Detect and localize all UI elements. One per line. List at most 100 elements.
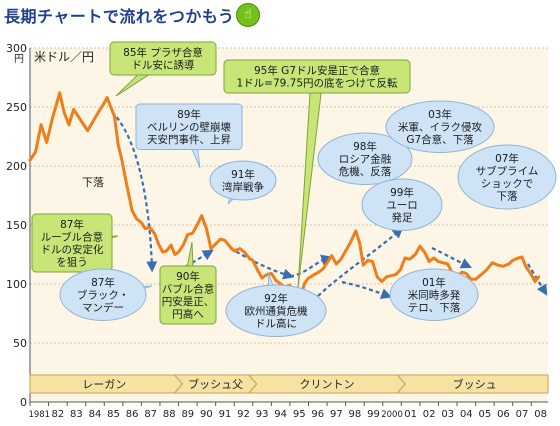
callout-bubble xyxy=(317,132,413,185)
annotation-line: ルーブル合意 xyxy=(41,231,103,244)
x-tick-label: 2000 xyxy=(381,410,403,420)
y-tick-label: 0 xyxy=(20,396,27,409)
annotation-line: 発足 xyxy=(392,211,413,224)
x-tick-label: 02 xyxy=(423,409,436,420)
annotation-a_fall: 下落 xyxy=(82,176,104,189)
x-tick-label: 05 xyxy=(479,409,492,420)
x-tick-label: 87 xyxy=(144,409,157,420)
annotation-line: 87年 xyxy=(91,276,115,289)
x-tick-label: 90 xyxy=(200,409,213,420)
annotation-line: 危機、反落 xyxy=(339,165,392,178)
annotation-line: マンデー xyxy=(82,301,124,314)
annotation-line: を狙う xyxy=(56,256,88,269)
annotation-line: 07年 xyxy=(495,152,519,165)
x-tick-label: 96 xyxy=(311,409,324,420)
x-tick-label: 84 xyxy=(89,409,102,420)
y-axis: 50 100 150 200 250 300 0 xyxy=(6,42,31,409)
y-tick-label: 300 xyxy=(6,42,27,55)
annotation-line: 米軍、イラク侵攻 xyxy=(398,121,482,134)
x-tick-label: 83 xyxy=(70,409,83,420)
x-tick-label: 01 xyxy=(404,409,417,420)
era-band xyxy=(396,374,549,394)
x-tick-label: 03 xyxy=(441,409,454,420)
x-tick-label: 06 xyxy=(497,409,510,420)
annotation-line: 95年 G7ドル安是正で合意 xyxy=(254,64,380,77)
trend-arrow-up-1996 xyxy=(317,227,404,297)
annotation-line: G7合意、下落 xyxy=(406,133,474,146)
trend-arrow-up-1995 xyxy=(289,254,333,278)
annotation-line: ベルリンの壁崩壊 xyxy=(147,121,231,134)
annotation-line: 円高へ xyxy=(172,308,204,321)
callout-box xyxy=(159,265,217,325)
x-tick-label: 08 xyxy=(534,409,547,420)
y-tick-label: 150 xyxy=(6,219,27,232)
annotation-line: 下落 xyxy=(82,176,104,189)
trend-arrow-down-1985 xyxy=(111,111,158,273)
annotation-line: 91年 xyxy=(231,168,255,181)
x-tick-label: 93 xyxy=(256,409,269,420)
x-tick-label: 1981 xyxy=(28,410,50,420)
annotation-line: 87年 xyxy=(60,218,84,231)
trend-arrows xyxy=(111,111,548,299)
annotation-line: 天安門事件、上昇 xyxy=(147,133,231,146)
x-tick-label: 04 xyxy=(460,409,473,420)
annotation-line: テロ、下落 xyxy=(408,302,461,314)
trend-arrow-down-1999 xyxy=(341,280,393,299)
unit-label: 米ドル／円 xyxy=(34,50,94,64)
annotation-line: バブル合意 xyxy=(162,283,215,296)
annotation-line: 01年 xyxy=(422,276,446,289)
era-label: ブッシュ父 xyxy=(188,377,243,391)
annotation-line: 89年 xyxy=(177,108,201,121)
presidency-bands: レーガン ブッシュ父 クリントン ブッシュ xyxy=(29,374,549,394)
pointing-hand-icon[interactable]: ☝ xyxy=(236,3,260,27)
x-tick-label: 82 xyxy=(51,409,64,420)
callout-bubble xyxy=(225,284,327,337)
callout-bubble xyxy=(361,178,443,231)
x-tick-label: 99 xyxy=(367,409,380,420)
callout-bubble xyxy=(59,268,147,321)
annotation-line: 1ドル=79.75円の底をつけて反転 xyxy=(236,77,398,90)
annotation-line: 円安是正、 xyxy=(162,295,215,308)
x-tick-label: 88 xyxy=(163,409,176,420)
x-tick-label: 94 xyxy=(274,409,287,420)
annotation-line: ショックで xyxy=(481,178,534,190)
annotation-line: 欧州通貨危機 xyxy=(245,305,308,318)
x-tick-label: 86 xyxy=(126,409,139,420)
callout-bubble xyxy=(389,268,479,321)
annotation-line: 98年 xyxy=(353,140,377,153)
callout-bubble xyxy=(457,144,557,210)
annotation-line: ドルの安定化 xyxy=(41,243,104,256)
x-axis: 1981 82 83 84 85 86 87 88 89 90 91 92 93 94 95 96 97 98 99… xyxy=(28,401,548,420)
annotation-line: ドル高に xyxy=(255,317,297,330)
annotation-line: ロシア金融 xyxy=(339,153,392,166)
title-bar: 長期チャートで流れをつかもう ☝ xyxy=(0,0,560,28)
era-label: クリントン xyxy=(300,378,355,391)
y-unit-label: 円 xyxy=(14,54,24,65)
annotation-line: 92年 xyxy=(264,292,288,305)
x-tick-label: 95 xyxy=(293,409,306,420)
era-label: ブッシュ xyxy=(453,377,497,391)
annotation-line: 米同時多発 xyxy=(408,289,461,302)
callout-box xyxy=(109,41,217,76)
x-tick-label: 91 xyxy=(219,409,232,420)
annotation-line: 90年 xyxy=(176,270,200,283)
x-tick-label: 85 xyxy=(107,409,120,420)
y-tick-label: 50 xyxy=(13,337,27,350)
callout-box xyxy=(223,59,411,94)
callout-bubble xyxy=(209,160,277,201)
x-tick-label: 07 xyxy=(516,409,529,420)
